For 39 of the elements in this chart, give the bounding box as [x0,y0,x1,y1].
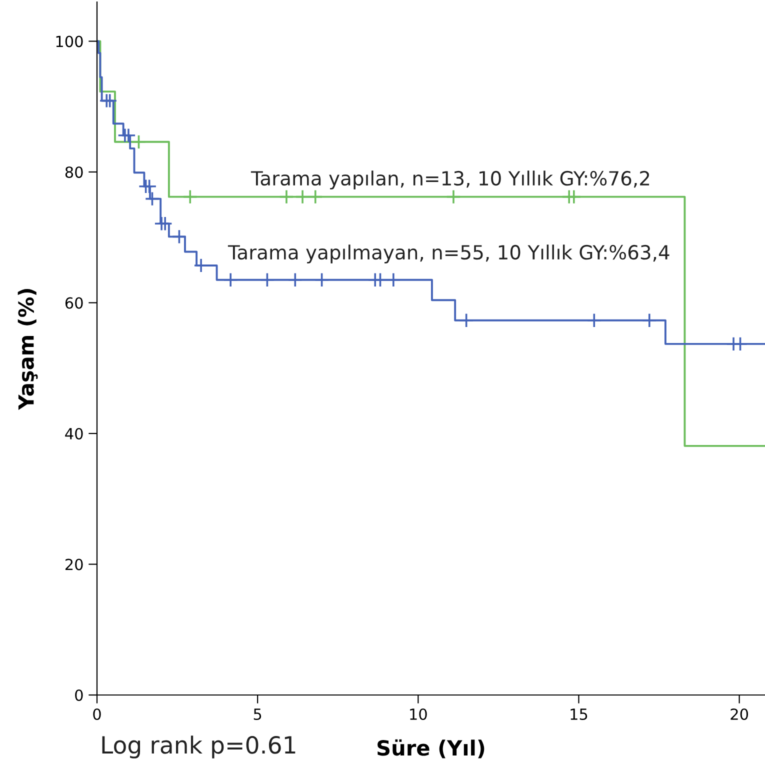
annotation: Tarama yapılmayan, n=55, 10 Yıllık GY:%63,4 [228,244,670,264]
y-axis-title: Yaşam (%) [18,289,38,410]
point [102,93,118,108]
point [732,336,748,352]
point [295,189,310,204]
point [158,216,173,232]
y-tick-label: 100 [56,36,83,48]
x-tick-label: 5 [254,708,262,720]
x-tick-label: 20 [730,708,748,720]
y-tick-label: 20 [65,558,83,570]
x-tick-label: 0 [93,708,101,720]
point [182,189,198,204]
point [131,134,146,150]
point [314,272,330,288]
point [144,191,160,206]
point [586,312,602,328]
point [446,189,461,204]
text: Log rank p=0.61 [102,736,296,758]
point [288,272,303,288]
y-tick-label: 40 [65,428,83,440]
y-tick-label: 60 [65,297,83,309]
point [142,178,157,194]
point [120,128,136,143]
y-tick-label: 0 [75,689,83,702]
x-axis-title: Süre (Yıl) [378,739,484,758]
point [260,272,275,288]
x-tick-label: 10 [410,708,427,720]
point [386,272,401,288]
point [223,272,238,288]
point [372,272,388,288]
point [172,229,187,244]
y-tick-label: 80 [65,166,83,178]
point [642,312,657,328]
point [458,312,474,328]
annotation: Tarama yapılan, n=13, 10 Yıllık GY:%76,2 [250,170,650,190]
point [278,189,294,204]
x-tick-label: 15 [570,708,588,720]
point [308,189,323,204]
point [566,189,582,204]
